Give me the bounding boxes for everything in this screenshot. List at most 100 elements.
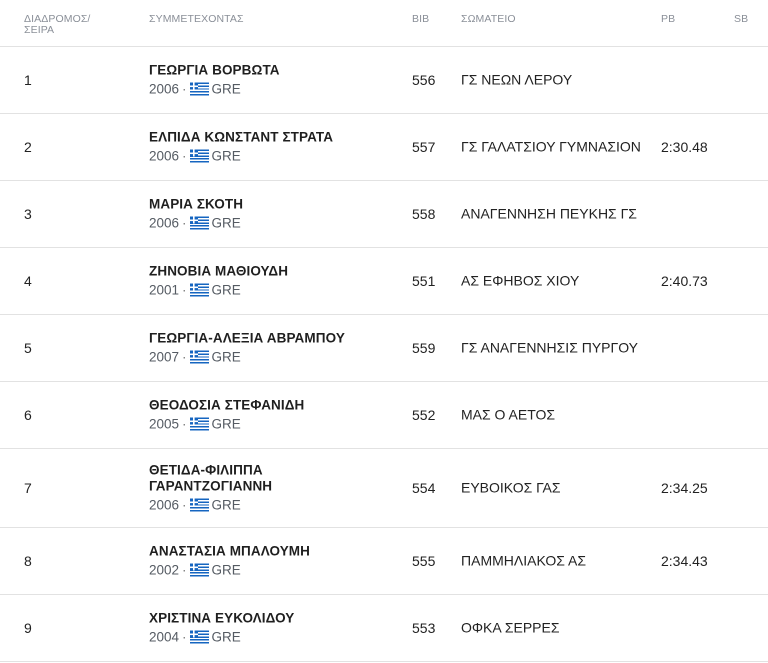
personal-best: 2:34.43 [661, 553, 708, 569]
table-row[interactable]: 3 ΜΑΡΙΑ ΣΚΟΤΗ 2006 · GRE 558 ΑΝΑΓΕΝΝΗΣΗ ΠΕ… [0, 181, 768, 248]
lane-number: 5 [24, 340, 32, 356]
greece-flag-icon [189, 563, 209, 577]
greece-flag-icon [189, 630, 209, 644]
athlete-cell: ΘΕΤΙΔΑ-ΦΙΛΙΠΠΑ ΓΑΡΑΝΤΖΟΓΙΑΝΝΗ 2006 · GRE [149, 463, 399, 514]
birth-year: 2006 [149, 497, 180, 513]
lane-number: 7 [24, 480, 32, 496]
athlete-meta: 2007 · GRE [149, 349, 241, 365]
greece-flag-icon [189, 283, 209, 297]
club-name: ΑΣ ΕΦΗΒΟΣ ΧΙΟΥ [461, 272, 580, 289]
bib-number: 554 [412, 480, 436, 496]
birth-year: 2005 [149, 416, 180, 432]
athlete-cell: ΑΝΑΣΤΑΣΙΑ ΜΠΑΛΟΥΜΗ 2002 · GRE [149, 544, 399, 579]
club-name: ΟΦΚΑ ΣΕΡΡΕΣ [461, 619, 560, 636]
birth-year: 2002 [149, 562, 180, 578]
bib-number: 556 [412, 72, 436, 88]
personal-best: 2:30.48 [661, 139, 708, 155]
athlete-meta: 2004 · GRE [149, 629, 241, 645]
table-row[interactable]: 7 ΘΕΤΙΔΑ-ΦΙΛΙΠΠΑ ΓΑΡΑΝΤΖΟΓΙΑΝΝΗ 2006 · GRE… [0, 449, 768, 528]
lane-number: 3 [24, 206, 32, 222]
athlete-cell: ΓΕΩΡΓΙΑ ΒΟΡΒΩΤΑ 2006 · GRE [149, 63, 399, 98]
greece-flag-icon [189, 216, 209, 230]
country-code: GRE [211, 81, 241, 97]
header-athlete: ΣΥΜΜΕΤΕΧΟΝΤΑΣ [149, 13, 244, 25]
greece-flag-icon [189, 417, 209, 431]
club-name: ΓΣ ΓΑΛΑΤΣΙΟΥ ΓΥΜΝΑΣΙΟΝ [461, 138, 641, 155]
lane-number: 2 [24, 139, 32, 155]
country-code: GRE [211, 349, 241, 365]
club-name: ΜΑΣ Ο ΑΕΤΟΣ [461, 406, 556, 423]
birth-year: 2007 [149, 349, 180, 365]
athlete-meta: 2006 · GRE [149, 148, 241, 164]
athlete-name[interactable]: ΧΡΙΣΤΙΝΑ ΕΥΚΟΛΙΔΟΥ [149, 610, 295, 626]
personal-best: 2:40.73 [661, 273, 708, 289]
bib-number: 553 [412, 620, 436, 636]
country-code: GRE [211, 629, 241, 645]
birth-year: 2006 [149, 215, 180, 231]
athlete-meta: 2006 · GRE [149, 215, 241, 231]
header-lane: ΔΙΑΔΡΟΜΟΣ/ ΣΕΙΡΑ [24, 13, 91, 36]
country-code: GRE [211, 215, 241, 231]
greece-flag-icon [189, 82, 209, 96]
bib-number: 558 [412, 206, 436, 222]
athlete-cell: ΜΑΡΙΑ ΣΚΟΤΗ 2006 · GRE [149, 197, 399, 232]
club-name: ΓΣ ΝΕΩΝ ΛΕΡΟΥ [461, 71, 573, 88]
personal-best: 2:34.25 [661, 480, 708, 496]
header-sb: SB [734, 13, 749, 25]
lane-number: 8 [24, 553, 32, 569]
country-code: GRE [211, 497, 241, 513]
athlete-meta: 2006 · GRE [149, 497, 241, 513]
athlete-cell: ΘΕΟΔΟΣΙΑ ΣΤΕΦΑΝΙΔΗ 2005 · GRE [149, 398, 399, 433]
greece-flag-icon [189, 350, 209, 364]
bib-number: 555 [412, 553, 436, 569]
athlete-name[interactable]: ΘΕΟΔΟΣΙΑ ΣΤΕΦΑΝΙΔΗ [149, 397, 305, 413]
club-name: ΑΝΑΓΕΝΝΗΣΗ ΠΕΥΚΗΣ ΓΣ [461, 205, 637, 222]
athlete-name[interactable]: ΕΛΠΙΔΑ ΚΩΝΣΤΑΝΤ ΣΤΡΑΤΑ [149, 129, 334, 145]
bib-number: 557 [412, 139, 436, 155]
club-name: ΕΥΒΟΙΚΟΣ ΓΑΣ [461, 479, 561, 496]
table-row[interactable]: 9 ΧΡΙΣΤΙΝΑ ΕΥΚΟΛΙΔΟΥ 2004 · GRE 553 ΟΦΚΑ Σ… [0, 595, 768, 662]
lane-number: 9 [24, 620, 32, 636]
bib-number: 551 [412, 273, 436, 289]
country-code: GRE [211, 282, 241, 298]
club-name: ΓΣ ΑΝΑΓΕΝΝΗΣΙΣ ΠΥΡΓΟΥ [461, 339, 639, 356]
athlete-cell: ΖΗΝΟΒΙΑ ΜΑΘΙΟΥΔΗ 2001 · GRE [149, 264, 399, 299]
header-club: ΣΩΜΑΤΕΙΟ [461, 13, 516, 25]
table-row[interactable]: 1 ΓΕΩΡΓΙΑ ΒΟΡΒΩΤΑ 2006 · GRE 556 ΓΣ ΝΕΩΝ Λ… [0, 47, 768, 114]
country-code: GRE [211, 416, 241, 432]
table-header: ΔΙΑΔΡΟΜΟΣ/ ΣΕΙΡΑ ΣΥΜΜΕΤΕΧΟΝΤΑΣ BIB ΣΩΜΑΤ… [0, 0, 768, 47]
bib-number: 559 [412, 340, 436, 356]
athlete-meta: 2005 · GRE [149, 416, 241, 432]
athlete-name[interactable]: ΜΑΡΙΑ ΣΚΟΤΗ [149, 196, 244, 212]
header-bib: BIB [412, 13, 430, 25]
athlete-meta: 2002 · GRE [149, 562, 241, 578]
athlete-cell: ΓΕΩΡΓΙΑ-ΑΛΕΞΙΑ ΑΒΡΑΜΠΟΥ 2007 · GRE [149, 331, 399, 366]
athlete-cell: ΧΡΙΣΤΙΝΑ ΕΥΚΟΛΙΔΟΥ 2004 · GRE [149, 611, 399, 646]
greece-flag-icon [189, 498, 209, 512]
lane-number: 4 [24, 273, 32, 289]
country-code: GRE [211, 148, 241, 164]
table-row[interactable]: 5 ΓΕΩΡΓΙΑ-ΑΛΕΞΙΑ ΑΒΡΑΜΠΟΥ 2007 · GRE 559 Γ… [0, 315, 768, 382]
greece-flag-icon [189, 149, 209, 163]
country-code: GRE [211, 562, 241, 578]
athlete-name[interactable]: ΓΕΩΡΓΙΑ ΒΟΡΒΩΤΑ [149, 62, 280, 78]
table-row[interactable]: 2 ΕΛΠΙΔΑ ΚΩΝΣΤΑΝΤ ΣΤΡΑΤΑ 2006 · GRE 557 ΓΣ… [0, 114, 768, 181]
athlete-name[interactable]: ΖΗΝΟΒΙΑ ΜΑΘΙΟΥΔΗ [149, 263, 289, 279]
club-name: ΠΑΜΜΗΛΙΑΚΟΣ ΑΣ [461, 552, 587, 569]
athlete-name[interactable]: ΓΕΩΡΓΙΑ-ΑΛΕΞΙΑ ΑΒΡΑΜΠΟΥ [149, 330, 345, 346]
header-pb: PB [661, 13, 676, 25]
athlete-name[interactable]: ΑΝΑΣΤΑΣΙΑ ΜΠΑΛΟΥΜΗ [149, 543, 311, 559]
table-row[interactable]: 8 ΑΝΑΣΤΑΣΙΑ ΜΠΑΛΟΥΜΗ 2002 · GRE 555 ΠΑΜΜΗΛ… [0, 528, 768, 595]
athlete-meta: 2001 · GRE [149, 282, 241, 298]
table-row[interactable]: 6 ΘΕΟΔΟΣΙΑ ΣΤΕΦΑΝΙΔΗ 2005 · GRE 552 ΜΑΣ Ο … [0, 382, 768, 449]
birth-year: 2006 [149, 81, 180, 97]
bib-number: 552 [412, 407, 436, 423]
athlete-cell: ΕΛΠΙΔΑ ΚΩΝΣΤΑΝΤ ΣΤΡΑΤΑ 2006 · GRE [149, 130, 399, 165]
athlete-name[interactable]: ΘΕΤΙΔΑ-ΦΙΛΙΠΠΑ ΓΑΡΑΝΤΖΟΓΙΑΝΝΗ [149, 462, 273, 494]
birth-year: 2004 [149, 629, 180, 645]
table-row[interactable]: 4 ΖΗΝΟΒΙΑ ΜΑΘΙΟΥΔΗ 2001 · GRE 551 ΑΣ ΕΦΗΒΟ… [0, 248, 768, 315]
lane-number: 1 [24, 72, 32, 88]
birth-year: 2006 [149, 148, 180, 164]
birth-year: 2001 [149, 282, 180, 298]
